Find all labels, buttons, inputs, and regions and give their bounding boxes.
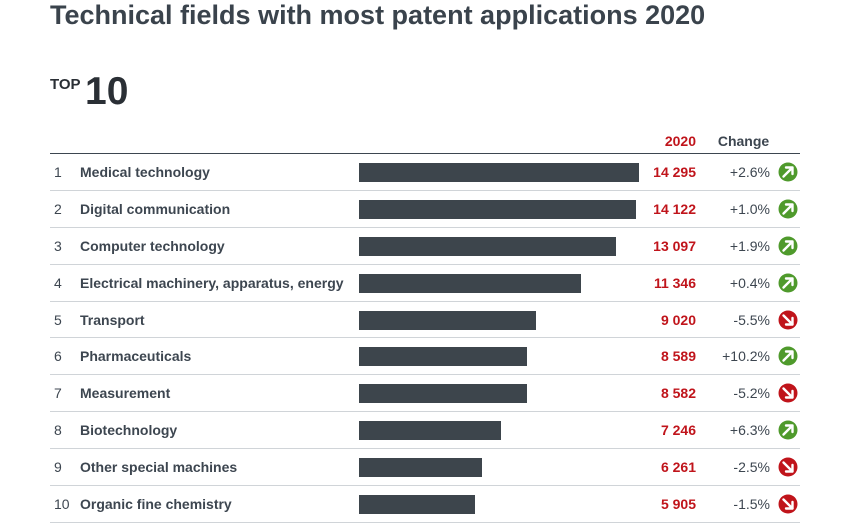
change-value: +6.3%: [729, 422, 770, 439]
rank-number: 6: [54, 348, 62, 365]
table-row: 5 Transport 9 020 -5.5%: [50, 302, 800, 339]
value-label: 5 905: [660, 496, 696, 513]
value-label: 9 020: [660, 311, 696, 328]
rank-number: 5: [54, 311, 62, 328]
value-label: 6 261: [660, 459, 696, 476]
trend-up-icon: [778, 199, 798, 219]
trend-up-icon: [778, 420, 798, 440]
trend-down-icon: [778, 457, 798, 477]
change-value: +10.2%: [722, 348, 770, 365]
bar: [359, 199, 636, 219]
rank-number: 8: [54, 422, 62, 439]
table-row: 4 Electrical machinery, apparatus, energy…: [50, 265, 800, 302]
change-value: -5.2%: [733, 385, 770, 402]
table-row: 6 Pharmaceuticals 8 589 +10.2%: [50, 338, 800, 376]
field-label: Measurement: [80, 385, 171, 402]
trend-down-icon: [778, 383, 798, 403]
bar: [359, 347, 528, 367]
table-row: 9 Other special machines 6 261 -2.5%: [50, 449, 800, 487]
bar: [359, 310, 536, 330]
trend-up-icon: [778, 273, 798, 293]
value-label: 14 122: [653, 200, 696, 217]
rank-number: 3: [54, 237, 62, 254]
value-label: 8 582: [660, 385, 696, 402]
bar: [359, 273, 582, 293]
chart-title: Technical fields with most patent applic…: [50, 0, 706, 30]
field-label: Transport: [80, 311, 145, 328]
table-row: 8 Biotechnology 7 246 +6.3%: [50, 412, 800, 450]
field-label: Electrical machinery, apparatus, energy: [80, 274, 344, 291]
bar: [359, 163, 639, 182]
table-row: 3 Computer technology 13 097 +1.9%: [50, 228, 800, 265]
trend-down-icon: [778, 494, 798, 514]
rank-number: 7: [54, 385, 62, 402]
rank-number: 4: [54, 274, 62, 291]
rank-number: 9: [54, 459, 62, 476]
trend-up-icon: [778, 346, 798, 366]
column-header-year: 2020: [664, 133, 696, 149]
top-badge-word: TOP: [50, 76, 81, 93]
change-value: -1.5%: [733, 496, 770, 513]
value-label: 11 346: [653, 274, 696, 291]
bar: [359, 384, 528, 404]
table-row: 10 Organic fine chemistry 5 905 -1.5%: [50, 486, 800, 523]
bar: [359, 236, 616, 256]
table-row: 2 Digital communication 14 122 +1.0%: [50, 191, 800, 228]
trend-up-icon: [778, 162, 798, 182]
field-label: Medical technology: [80, 164, 210, 180]
change-value: -2.5%: [733, 459, 770, 476]
header-divider: [50, 153, 800, 154]
top-badge-number: 10: [85, 70, 129, 113]
change-value: -5.5%: [733, 311, 770, 328]
field-label: Pharmaceuticals: [80, 348, 192, 365]
bar: [359, 495, 475, 515]
table-row: 1 Medical technology 14 295 +2.6%: [50, 154, 800, 191]
ranking-table: 1 Medical technology 14 295 +2.6% 2 Digital c…: [50, 154, 800, 523]
rank-number: 2: [54, 200, 62, 217]
field-label: Digital communication: [80, 200, 231, 217]
value-label: 8 589: [660, 348, 696, 365]
change-value: +1.9%: [729, 237, 770, 254]
change-value: +0.4%: [729, 274, 770, 291]
rank-number: 10: [54, 496, 70, 513]
column-header-change: Change: [717, 133, 770, 149]
value-label: 14 295: [653, 164, 696, 180]
rank-number: 1: [54, 164, 62, 180]
change-value: +2.6%: [729, 164, 770, 180]
field-label: Organic fine chemistry: [80, 496, 232, 513]
value-label: 13 097: [653, 237, 696, 254]
table-row: 7 Measurement 8 582 -5.2%: [50, 375, 800, 413]
bar: [359, 421, 501, 441]
field-label: Biotechnology: [80, 422, 178, 439]
trend-down-icon: [778, 310, 798, 330]
value-label: 7 246: [660, 422, 696, 439]
trend-up-icon: [778, 236, 798, 256]
field-label: Other special machines: [80, 459, 238, 476]
change-value: +1.0%: [729, 200, 770, 217]
field-label: Computer technology: [80, 237, 225, 254]
bar: [359, 458, 482, 478]
